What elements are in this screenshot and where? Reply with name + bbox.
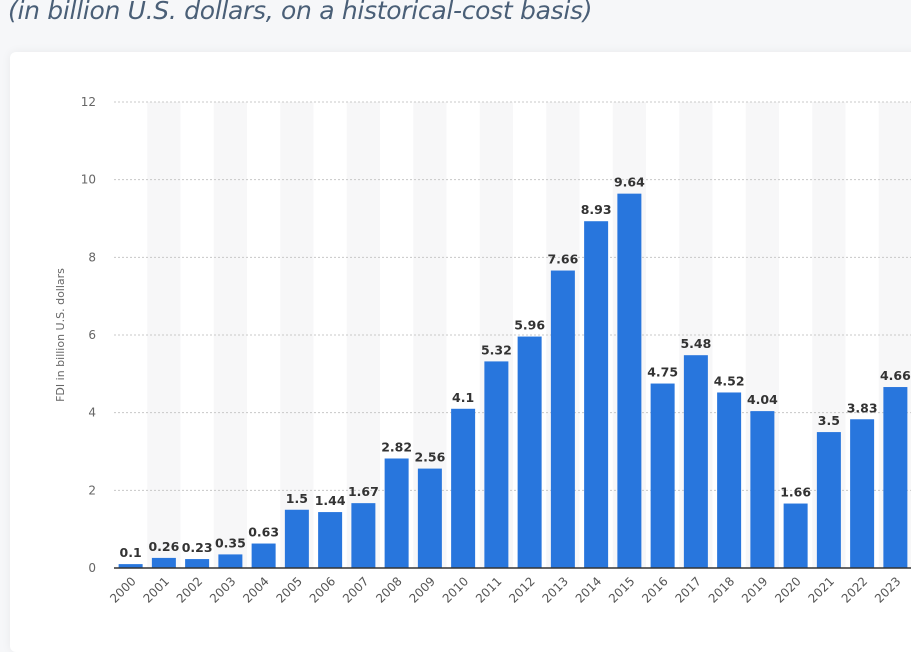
x-tick-label: 2003 (207, 574, 238, 605)
data-label: 5.96 (514, 318, 545, 333)
bar-2019 (750, 411, 775, 568)
bar-2007 (351, 503, 376, 568)
y-tick-label: 12 (81, 95, 96, 109)
bar-2013 (550, 270, 575, 568)
x-tick-label: 2015 (606, 574, 637, 605)
x-tick-label: 2001 (140, 574, 171, 605)
y-tick-label: 4 (88, 406, 96, 420)
data-label: 9.64 (614, 175, 645, 190)
bar-2002 (185, 559, 210, 568)
bar-2004 (251, 543, 276, 568)
bar-2003 (218, 554, 243, 568)
bar-2018 (717, 392, 742, 568)
x-tick-label: 2011 (473, 574, 504, 605)
x-tick-label: 2017 (672, 574, 703, 605)
data-label: 0.63 (248, 525, 279, 540)
data-label: 3.83 (847, 400, 878, 415)
data-label: 3.5 (818, 413, 840, 428)
data-label: 0.23 (182, 540, 213, 555)
data-label: 4.04 (747, 392, 778, 407)
x-tick-label: 2018 (706, 574, 737, 605)
bar-2015 (617, 193, 642, 568)
x-tick-label: 2021 (805, 574, 836, 605)
x-tick-label: 2008 (373, 574, 404, 605)
data-label: 0.1 (120, 545, 142, 560)
x-tick-label: 2013 (539, 574, 570, 605)
bar-2006 (318, 512, 343, 568)
x-tick-label: 2005 (273, 574, 304, 605)
x-tick-label: 2006 (307, 574, 338, 605)
x-tick-label: 2014 (573, 574, 604, 605)
bar-2000 (118, 564, 143, 568)
data-label: 1.5 (286, 491, 308, 506)
bar-2005 (284, 509, 309, 568)
x-tick-label: 2019 (739, 574, 770, 605)
bar-2010 (451, 408, 476, 568)
y-tick-label: 6 (88, 328, 96, 342)
bar-2022 (850, 419, 875, 568)
x-tick-label: 2020 (772, 574, 803, 605)
data-label: 4.75 (647, 365, 678, 380)
x-tick-label: 2002 (174, 574, 205, 605)
data-label: 4.66 (880, 368, 911, 383)
data-label: 5.32 (481, 342, 512, 357)
bar-2012 (517, 336, 542, 568)
data-label: 1.44 (315, 493, 346, 508)
bar-2021 (816, 432, 841, 568)
x-tick-label: 2000 (107, 574, 138, 605)
x-tick-label: 2012 (506, 574, 537, 605)
y-tick-label: 2 (88, 483, 96, 497)
y-tick-label: 0 (88, 561, 96, 575)
bar-2017 (683, 355, 708, 568)
bar-2020 (783, 503, 808, 568)
bar-2014 (584, 221, 609, 569)
bar-2001 (151, 557, 176, 568)
x-tick-label: 2004 (240, 574, 271, 605)
data-label: 2.56 (414, 450, 445, 465)
data-label: 0.26 (148, 539, 179, 554)
x-tick-label: 2007 (340, 574, 371, 605)
x-tick-label: 2023 (872, 574, 903, 605)
data-label: 4.1 (452, 390, 474, 405)
bar-2023 (883, 387, 908, 568)
y-axis-label: FDI in billion U.S. dollars (54, 268, 67, 402)
data-label: 1.67 (348, 484, 379, 499)
data-label: 5.48 (680, 336, 711, 351)
x-tick-label: 2022 (839, 574, 870, 605)
data-label: 1.66 (780, 485, 811, 500)
x-tick-label: 2009 (406, 574, 437, 605)
data-label: 7.66 (547, 252, 578, 267)
data-label: 2.82 (381, 439, 412, 454)
data-label: 4.52 (714, 373, 745, 388)
bar-2009 (417, 468, 442, 568)
y-tick-label: 10 (81, 173, 96, 187)
bar-2016 (650, 383, 675, 568)
x-tick-label: 2016 (639, 574, 670, 605)
bar-2008 (384, 458, 409, 568)
bar-2011 (484, 361, 509, 568)
y-tick-label: 8 (88, 250, 96, 264)
x-tick-label: 2010 (440, 574, 471, 605)
bar-chart: 0 2 4 6 8 10 12 FDI in billion U.S. dollars 0.1 2… (54, 95, 911, 606)
chart-subtitle: (in billion U.S. dollars, on a historica… (8, 0, 593, 25)
data-label: 8.93 (581, 202, 612, 217)
data-label: 0.35 (215, 535, 246, 550)
